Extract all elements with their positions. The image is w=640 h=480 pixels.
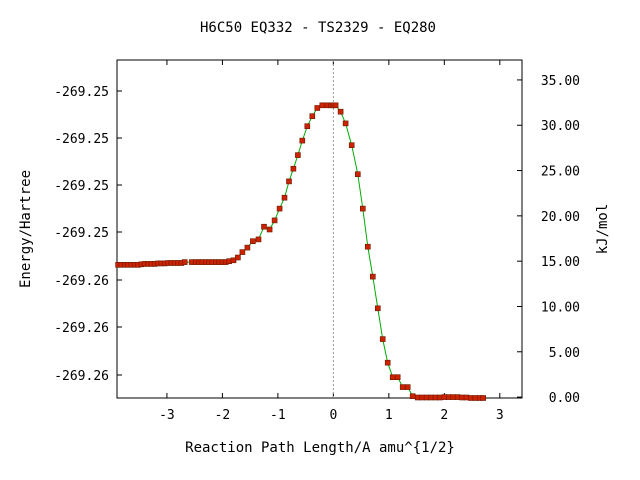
y2-tick-label: 20.00 — [541, 210, 580, 225]
x-tick-label: -3 — [159, 408, 175, 423]
data-point — [250, 238, 256, 244]
data-point — [181, 259, 188, 265]
data-point — [244, 244, 251, 251]
x-tick-label: -1 — [270, 408, 286, 423]
y-tick-label: -269.25 — [54, 85, 109, 100]
y2-tick-label: 5.00 — [549, 346, 580, 361]
y2-axis-label: kJ/mol — [595, 204, 611, 255]
y-axis-label: Energy/Hartree — [18, 170, 34, 288]
data-point — [404, 384, 411, 390]
y2-tick-label: 0.00 — [549, 391, 580, 406]
data-point — [239, 249, 246, 255]
y-tick-label: -269.26 — [54, 274, 109, 289]
data-point — [319, 102, 326, 109]
data-point — [379, 336, 386, 342]
data-point — [286, 178, 292, 185]
x-axis-label: Reaction Path Length/A amu^{1/2} — [185, 440, 455, 456]
chart-title: H6C50 EQ332 - TS2329 - EQ280 — [200, 20, 436, 36]
data-point — [235, 254, 241, 261]
data-point — [409, 393, 416, 400]
data-point — [480, 395, 487, 401]
data-point — [266, 226, 273, 233]
data-point — [304, 123, 311, 129]
y2-tick-label: 10.00 — [541, 300, 580, 315]
y2-tick-label: 35.00 — [541, 74, 580, 89]
data-point — [261, 223, 267, 230]
data-point — [389, 374, 396, 381]
data-point — [384, 359, 391, 366]
data-point — [342, 120, 349, 127]
y-tick-label: -269.25 — [54, 179, 109, 194]
data-point — [309, 113, 316, 119]
x-tick-label: -2 — [215, 408, 231, 423]
data-point — [337, 108, 344, 115]
data-point — [299, 137, 306, 144]
plot-frame — [116, 59, 523, 399]
x-tick-label: 0 — [329, 408, 337, 423]
data-point — [295, 152, 301, 158]
y2-tick-label: 30.00 — [541, 119, 580, 134]
data-point — [281, 194, 288, 201]
y2-tick-label: 15.00 — [541, 255, 580, 270]
data-point — [271, 217, 278, 224]
data-point — [394, 374, 401, 381]
data-point — [354, 171, 361, 177]
x-tick-label: 2 — [440, 408, 448, 423]
series-line — [118, 104, 484, 399]
y-tick-label: -269.25 — [54, 132, 109, 147]
data-point — [255, 236, 262, 243]
y-tick-label: -269.26 — [54, 369, 109, 384]
axis-ticks: -3 -2 -1 0 1 2 3 35.00 30.00 25.00 20.00 15.00 10.00… — [54, 60, 580, 423]
data-point — [314, 105, 321, 111]
x-tick-label: 3 — [496, 408, 504, 423]
data-points — [115, 102, 487, 401]
y2-tick-label: 25.00 — [541, 165, 580, 180]
x-tick-label: 1 — [385, 408, 393, 423]
data-point — [359, 205, 366, 212]
y-tick-label: -269.25 — [54, 226, 109, 241]
data-point — [290, 165, 297, 172]
data-point — [374, 305, 381, 312]
data-point — [364, 243, 371, 250]
data-point — [399, 384, 406, 390]
data-point — [332, 102, 339, 109]
data-point — [276, 205, 283, 212]
data-point — [348, 142, 355, 148]
y-tick-label: -269.26 — [54, 321, 109, 336]
data-point — [369, 273, 376, 280]
